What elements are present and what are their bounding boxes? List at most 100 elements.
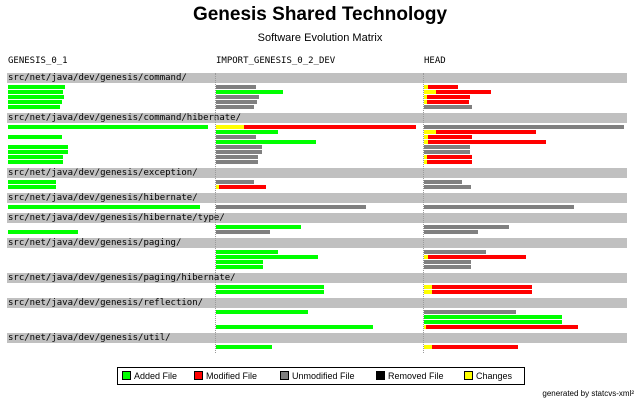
file-bar-unmodified [216,180,254,184]
column-divider [215,73,216,353]
file-bar-added [216,130,278,134]
file-bar-modified [436,90,491,94]
file-bar-changes [424,160,427,164]
legend-swatch-unmodified [280,371,289,380]
file-bar-unmodified [424,125,624,129]
file-bar-added [216,345,272,349]
file-bar-unmodified [424,230,478,234]
legend-label-unmodified: Unmodified File [292,371,355,381]
column-header-genesis-0-1: GENESIS_0_1 [8,56,68,66]
file-bar-modified [436,130,536,134]
directory-label: src/net/java/dev/genesis/util/ [8,333,171,343]
file-bar-changes [424,140,428,144]
legend-label-modified: Modified File [206,371,258,381]
legend-item-removed: Removed File [376,370,444,382]
file-bar-added [216,285,324,289]
file-bar-unmodified [216,205,366,209]
file-bar-added [216,310,308,314]
file-bar-unmodified [424,180,462,184]
file-bar-changes [216,125,244,129]
directory-label: src/net/java/dev/genesis/hibernate/ [8,193,198,203]
file-bar-unmodified [216,160,258,164]
directory-row [7,113,627,123]
directory-label: src/net/java/dev/genesis/hibernate/type/ [8,213,225,223]
file-bar-added [8,180,56,184]
file-bar-modified [427,160,472,164]
file-bar-unmodified [216,100,257,104]
file-bar-added [216,290,324,294]
column-header-import-genesis-0-2-dev: IMPORT_GENESIS_0_2_DEV [216,56,336,66]
file-bar-unmodified [216,105,254,109]
directory-row [7,168,627,178]
file-bar-unmodified [216,95,259,99]
file-bar-added [216,255,318,259]
directory-label: src/net/java/dev/genesis/exception/ [8,168,198,178]
file-bar-added [216,260,263,264]
directory-row [7,333,627,343]
file-bar-added [216,225,301,229]
directory-label: src/net/java/dev/genesis/command/ [8,73,187,83]
legend-item-modified: Modified File [194,370,257,382]
file-bar-modified [432,290,532,294]
file-bar-added [8,85,65,89]
legend-label-removed: Removed File [388,371,444,381]
column-divider [423,73,424,353]
directory-row [7,238,627,248]
file-bar-added [424,315,562,319]
footer-credit: generated by statcvs-xml² [542,389,634,398]
file-bar-changes [424,90,436,94]
file-bar-modified [428,255,526,259]
file-bar-unmodified [424,225,509,229]
file-bar-unmodified [424,265,471,269]
file-bar-modified [428,140,546,144]
legend-swatch-removed [376,371,385,380]
file-bar-modified [427,155,472,159]
legend: Added File Modified File Unmodified File… [117,367,525,385]
file-bar-unmodified [424,145,470,149]
file-bar-modified [427,100,469,104]
column-header-head: HEAD [424,56,446,66]
legend-label-changes: Changes [476,371,513,381]
file-bar-added [8,125,208,129]
file-bar-added [8,105,60,109]
legend-item-added: Added File [122,370,177,382]
file-bar-added [8,160,63,164]
legend-swatch-changes [464,371,473,380]
file-bar-unmodified [216,150,262,154]
file-bar-added [8,155,63,159]
file-bar-added [8,135,62,139]
file-bar-changes [216,185,219,189]
file-bar-changes [424,130,436,134]
file-bar-changes [424,100,427,104]
file-bar-modified [427,95,470,99]
file-bar-changes [424,95,427,99]
file-bar-added [8,95,64,99]
file-bar-unmodified [216,135,256,139]
directory-row [7,298,627,308]
file-bar-changes [424,290,432,294]
file-bar-unmodified [424,150,470,154]
file-bar-unmodified [424,310,516,314]
file-bar-changes [424,155,427,159]
file-bar-changes [424,325,426,329]
file-bar-added [216,250,278,254]
file-bar-modified [428,85,458,89]
legend-item-changes: Changes [464,370,512,382]
file-bar-unmodified [216,155,258,159]
file-bar-modified [219,185,266,189]
directory-row [7,193,627,203]
file-bar-added [216,140,316,144]
file-bar-added [8,90,63,94]
directory-label: src/net/java/dev/genesis/reflection/ [8,298,204,308]
file-bar-changes [424,345,432,349]
file-bar-added [216,90,283,94]
legend-swatch-added [122,371,131,380]
file-bar-modified [432,285,532,289]
chart-subtitle: Software Evolution Matrix [257,32,383,44]
legend-item-unmodified: Unmodified File [280,370,355,382]
file-bar-added [8,100,62,104]
file-bar-unmodified [424,205,574,209]
file-bar-unmodified [424,260,471,264]
file-bar-unmodified [424,250,486,254]
